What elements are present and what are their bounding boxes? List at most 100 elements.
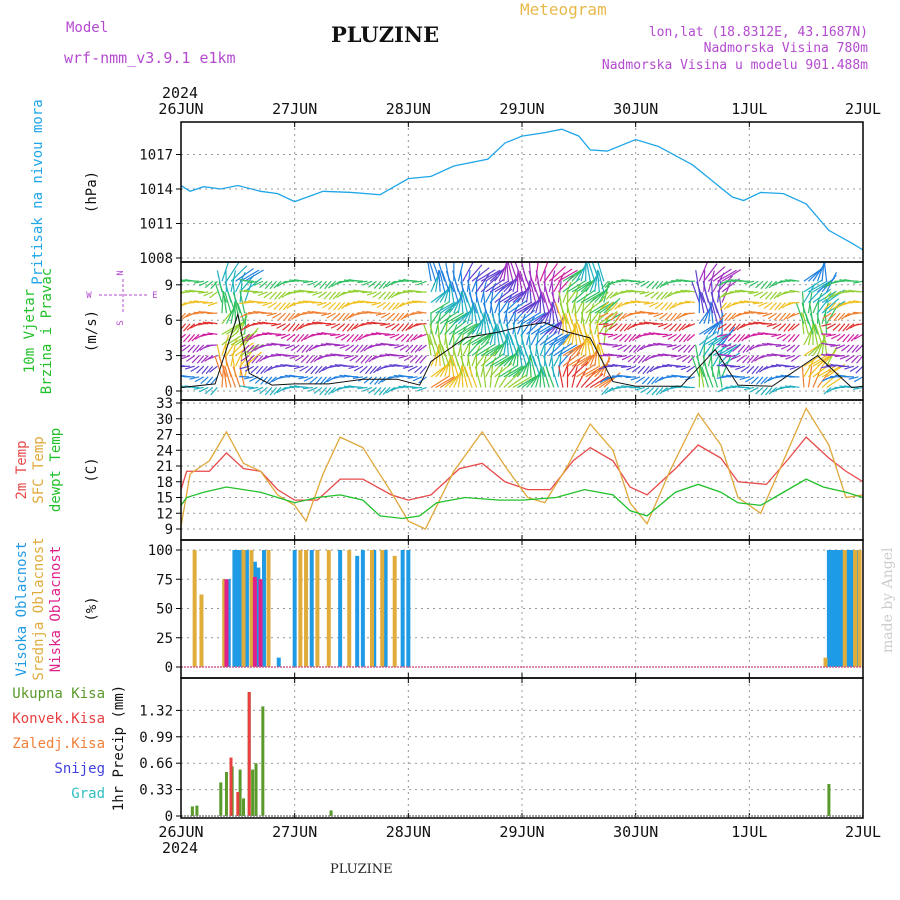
wind-arrow (375, 355, 386, 358)
wind-arrow (728, 323, 737, 332)
wind-arrow (855, 344, 863, 353)
wind-arrow (255, 355, 264, 364)
wind-arrow (784, 279, 795, 282)
wind-arrow (789, 289, 800, 293)
wind-arrow (566, 358, 581, 378)
wind-arrow (803, 353, 823, 367)
wind-arrow (759, 291, 768, 299)
wind-arrow (193, 311, 204, 314)
wind-arrow (825, 333, 836, 337)
wind-arrow (343, 291, 354, 294)
wind-arrow (337, 312, 346, 322)
wind-arrow (381, 312, 391, 319)
wind-arrow (482, 365, 487, 388)
wind-arrow (351, 333, 359, 343)
wind-arrow (342, 323, 350, 332)
wind-arrow (474, 366, 482, 388)
wind-arrow (528, 280, 532, 303)
axis-label-temperature-0: 2m Temp (14, 440, 30, 499)
wind-arrow (680, 365, 691, 371)
wind-arrow (651, 376, 659, 385)
wind-arrow (594, 308, 612, 325)
wind-arrow (594, 301, 615, 314)
wind-arrow (224, 291, 232, 314)
wind-arrow (842, 323, 850, 332)
wind-arrow (654, 302, 664, 310)
wind-arrow (355, 344, 364, 354)
wind-arrow (415, 355, 423, 364)
wind-arrow (605, 302, 614, 311)
wind-arrow (832, 323, 841, 331)
wind-arrow (687, 344, 696, 353)
wind-arrow (528, 270, 537, 293)
wind-arrow (243, 300, 254, 304)
wind-arrow (623, 323, 632, 332)
wind-arrow (330, 333, 341, 337)
wind-arrow (441, 270, 450, 293)
wind-arrow (480, 350, 498, 367)
wind-arrow (825, 364, 836, 367)
wind-arrow (585, 364, 605, 378)
series-line-temperature-2 (181, 478, 863, 520)
y-tick-label: 25 (156, 631, 173, 647)
wind-arrow (526, 312, 546, 325)
wind-arrow (387, 302, 396, 311)
wind-arrow (748, 301, 759, 304)
wind-arrow (812, 323, 819, 346)
wind-arrow (194, 376, 205, 383)
wind-arrow (607, 376, 618, 379)
wind-arrow (181, 313, 182, 315)
wind-arrow (824, 291, 832, 300)
wind-arrow (330, 323, 341, 329)
wind-arrow (812, 366, 823, 388)
wind-arrow (382, 280, 391, 289)
wind-arrow (253, 280, 264, 287)
wind-arrow (224, 366, 232, 388)
wind-arrow (821, 365, 842, 378)
wind-arrow (717, 269, 737, 282)
wind-arrow (350, 344, 359, 353)
wind-arrow (844, 365, 855, 370)
wind-arrow (389, 344, 400, 347)
wind-arrow (264, 376, 273, 385)
wind-arrow (494, 366, 503, 388)
wind-arrow (716, 364, 727, 367)
wind-arrow (609, 291, 618, 299)
wind-arrow (416, 291, 427, 294)
wind-arrow (652, 342, 664, 346)
wind-arrow (683, 333, 691, 343)
wind-arrow (378, 291, 387, 300)
wind-arrow (762, 312, 773, 317)
wind-arrow (812, 279, 832, 293)
wind-arrow (243, 386, 254, 389)
wind-arrow (361, 291, 373, 294)
wind-arrow (491, 313, 500, 335)
wind-arrow (389, 364, 400, 367)
wind-arrow (230, 333, 251, 346)
wind-arrow (750, 376, 759, 385)
wind-arrow (686, 365, 696, 373)
wind-arrow (787, 333, 796, 343)
wind-arrow (548, 265, 566, 282)
bar-clouds-0 (261, 550, 266, 667)
wind-arrow (409, 333, 418, 342)
wind-arrow (405, 344, 414, 353)
bar-precip-1 (236, 792, 240, 816)
wind-arrow (266, 355, 277, 358)
wind-arrow (612, 354, 623, 357)
wind-arrow (250, 365, 259, 374)
wind-arrow (762, 342, 773, 346)
wind-arrow (691, 355, 700, 378)
wind-arrow (514, 262, 523, 282)
wind-arrow (730, 385, 741, 389)
unit-pressure: (hPa) (84, 171, 100, 213)
wind-arrow (659, 312, 668, 320)
wind-arrow (471, 333, 492, 346)
wind-arrow (218, 281, 228, 303)
wind-arrow (678, 333, 687, 343)
wind-arrow (189, 312, 200, 316)
wind-arrow (714, 302, 723, 324)
wind-arrow (204, 386, 214, 395)
wind-arrow (324, 387, 332, 396)
bar-clouds-1 (315, 550, 320, 667)
